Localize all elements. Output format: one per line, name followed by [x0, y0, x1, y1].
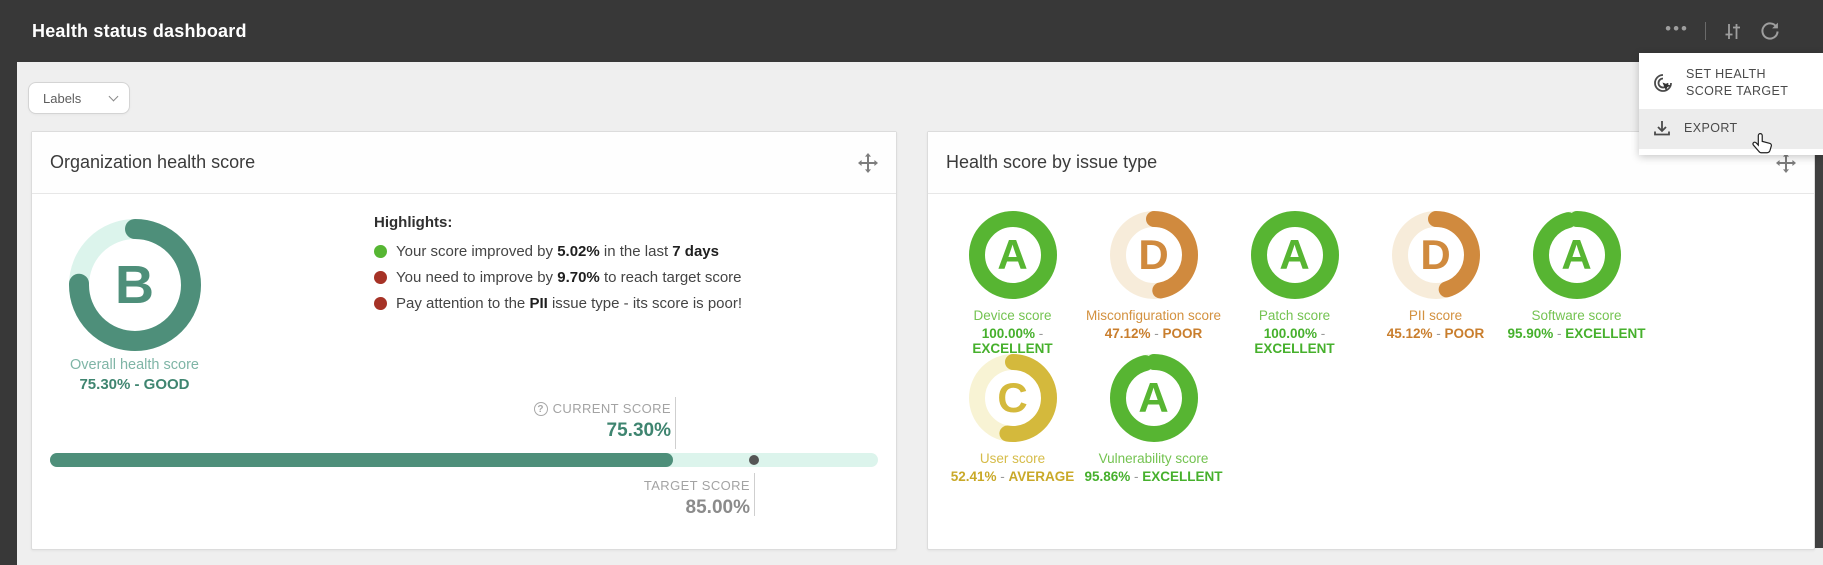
issue-score-gauge: A Patch score 100.00% - EXCELLENT: [1224, 211, 1365, 356]
gauge-grade-letter: D: [1138, 231, 1169, 278]
gauge-value: 95.90% - EXCELLENT: [1507, 326, 1646, 341]
overall-score-block: B Overall health score 75.30% - GOOD: [34, 219, 235, 393]
click-target-icon: [1651, 71, 1675, 95]
menu-item-label: EXPORT: [1684, 121, 1738, 136]
gauge-grade-letter: A: [1561, 231, 1592, 278]
gauge-grade-letter: A: [1138, 374, 1169, 421]
gauge-value: 100.00% - EXCELLENT: [1254, 326, 1335, 356]
chevron-down-icon: [108, 91, 119, 102]
gauge-grade-letter: A: [1279, 231, 1310, 278]
target-score-marker: [754, 473, 755, 516]
issue-card-title: Health score by issue type: [946, 152, 1158, 172]
gauge-name: User score: [979, 451, 1046, 466]
gauge-value: 95.86% - EXCELLENT: [1084, 469, 1223, 484]
gauge-donut: [968, 354, 1057, 442]
overall-score-donut: [68, 219, 201, 351]
gauge-donut: [1109, 354, 1198, 442]
health-score-bar: [50, 453, 878, 467]
highlight-item: Your score improved by 5.02% in the last…: [374, 243, 742, 260]
issue-score-gauge: D PII score 45.12% - POOR: [1365, 211, 1506, 356]
refresh-icon[interactable]: [1759, 20, 1781, 42]
overall-grade-letter: B: [115, 255, 154, 315]
highlight-item: You need to improve by 9.70% to reach ta…: [374, 269, 742, 286]
target-score-dot: [748, 455, 759, 465]
gauge-name: Device score: [973, 308, 1052, 323]
health-score-bar-fill: [50, 453, 674, 467]
gauge-name: Misconfiguration score: [1085, 308, 1222, 323]
current-score-marker: [675, 397, 676, 449]
issue-type-card: Health score by issue type A Device score…: [927, 131, 1815, 550]
overall-score-value: 75.30% - GOOD: [79, 376, 190, 393]
gauge-donut: [968, 211, 1057, 299]
target-score-value: 85.00%: [685, 497, 750, 518]
gauge-donut: [1109, 211, 1198, 299]
labels-dropdown[interactable]: Labels: [28, 82, 130, 114]
gauge-value: 100.00% - EXCELLENT: [972, 326, 1053, 356]
labels-dropdown-value: Labels: [43, 90, 82, 106]
status-dot-icon: [374, 297, 387, 310]
highlights-title: Highlights:: [374, 214, 453, 231]
more-options-icon[interactable]: •••: [1665, 18, 1689, 38]
highlight-item: Pay attention to the PII issue type - it…: [374, 295, 742, 312]
issue-score-gauge: A Vulnerability score 95.86% - EXCELLENT: [1083, 354, 1224, 484]
gauge-value: 45.12% - POOR: [1386, 326, 1485, 341]
status-dot-icon: [374, 245, 387, 258]
menu-item-label: SET HEALTH SCORE TARGET: [1686, 67, 1789, 98]
issue-score-gauge: D Misconfiguration score 47.12% - POOR: [1083, 211, 1224, 356]
highlight-text: Pay attention to the PII issue type - it…: [396, 295, 743, 312]
score-bar-area: ? CURRENT SCORE 75.30% TARGET SCORE 85.0…: [50, 392, 878, 532]
current-score-label: ? CURRENT SCORE: [533, 401, 671, 416]
gauge-name: Vulnerability score: [1098, 451, 1209, 466]
org-health-card: Organization health score B Overall heal…: [31, 131, 897, 550]
issue-score-gauge: A Device score 100.00% - EXCELLENT: [942, 211, 1083, 356]
highlights-section: Highlights: Your score improved by 5.02%…: [374, 214, 742, 321]
download-icon: [1651, 118, 1673, 140]
page-title: Health status dashboard: [32, 20, 247, 41]
gauge-name: Software score: [1531, 308, 1622, 323]
target-score-label: TARGET SCORE: [643, 478, 750, 493]
panel-edge: [1814, 138, 1823, 548]
help-circle-icon[interactable]: ?: [533, 401, 548, 416]
current-score-value: 75.30%: [606, 420, 671, 441]
gauge-name: Patch score: [1258, 308, 1331, 323]
move-drag-icon[interactable]: [1775, 152, 1797, 174]
menu-item-set-health-score-target[interactable]: SET HEALTH SCORE TARGET: [1639, 57, 1823, 109]
gauge-donut: [1250, 211, 1339, 299]
top-header-bar: Health status dashboard: [17, 0, 1823, 62]
highlight-text: You need to improve by 9.70% to reach ta…: [396, 269, 742, 286]
issue-score-gauge: A Software score 95.90% - EXCELLENT: [1506, 211, 1647, 356]
icon-divider: [1705, 22, 1706, 40]
left-nav-sliver: [0, 0, 17, 565]
move-drag-icon[interactable]: [857, 152, 879, 174]
gauge-name: PII score: [1408, 308, 1463, 323]
gauge-value: 47.12% - POOR: [1104, 326, 1203, 341]
gauge-grade-letter: A: [997, 231, 1028, 278]
overall-score-caption: Overall health score: [70, 357, 199, 373]
org-card-title: Organization health score: [50, 152, 256, 172]
issue-score-gauge: C User score 52.41% - AVERAGE: [942, 354, 1083, 484]
gauge-donut: [1532, 211, 1621, 299]
gauge-value: 52.41% - AVERAGE: [950, 469, 1075, 484]
menu-item-export[interactable]: EXPORT: [1639, 108, 1823, 149]
gauge-grade-letter: D: [1420, 231, 1451, 278]
gauge-donut: [1391, 211, 1480, 299]
filter-settings-icon[interactable]: [1722, 21, 1743, 42]
status-dot-icon: [374, 271, 387, 284]
gauge-grade-letter: C: [997, 374, 1028, 421]
highlight-text: Your score improved by 5.02% in the last…: [396, 243, 719, 260]
actions-dropdown-menu: SET HEALTH SCORE TARGET EXPORT: [1639, 53, 1823, 155]
